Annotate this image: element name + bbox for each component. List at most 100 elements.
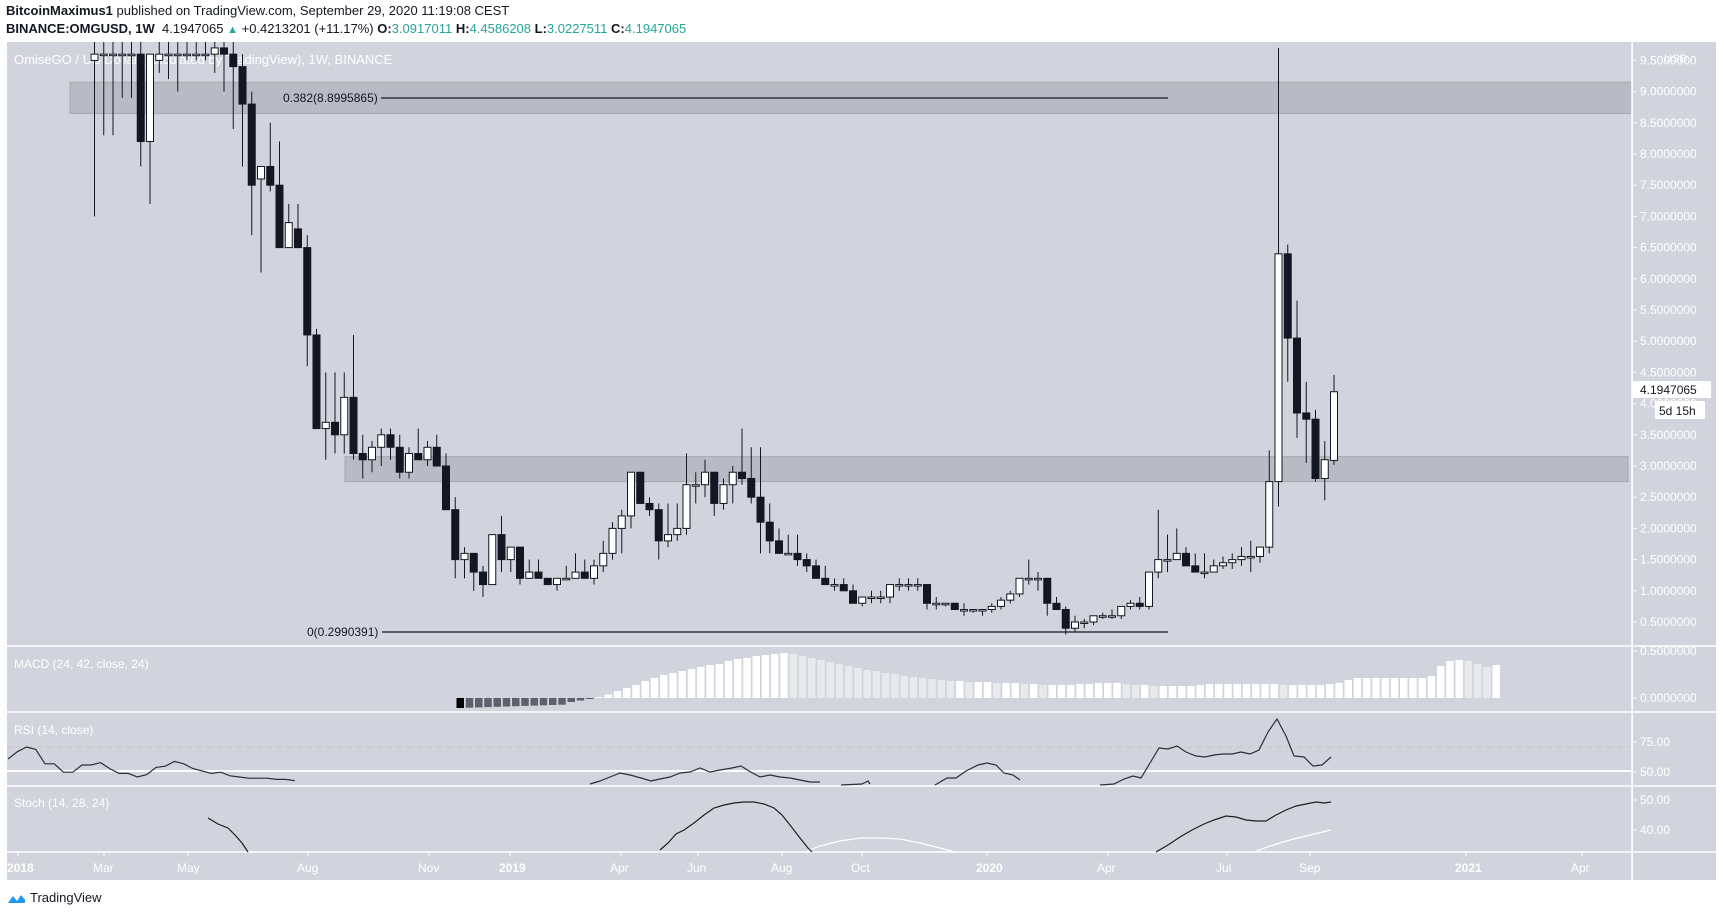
indicator-tick: 75.00 (1640, 735, 1670, 749)
time-label: 2021 (1455, 861, 1482, 875)
time-axis[interactable]: 2018 Mar May Aug Nov 2019 Apr Jun Aug Oct 2020 Apr J… (7, 852, 1590, 875)
macd-bar (974, 682, 982, 698)
candle (173, 42, 182, 92)
candle (969, 609, 978, 613)
candle (275, 141, 284, 249)
price-tick: 5.5000000 (1640, 303, 1697, 317)
candle (1191, 553, 1200, 573)
countdown-tag (1655, 401, 1705, 419)
last-price: 4.1947065 (162, 21, 224, 36)
candle (284, 203, 293, 249)
time-label: Jul (1216, 861, 1231, 875)
candle (858, 596, 867, 607)
candle (1265, 450, 1274, 554)
macd-bar (1205, 684, 1214, 698)
stoch-k-line (659, 801, 813, 853)
macd-bar (724, 661, 733, 698)
price-tick: 5.0000000 (1640, 334, 1697, 348)
candle (941, 602, 950, 607)
macd-bar (1085, 684, 1093, 698)
price-tick: 1.0000000 (1640, 584, 1697, 598)
price-tick: 7.0000000 (1640, 209, 1697, 223)
indicator-tick: 40.00 (1640, 823, 1670, 837)
candle (793, 534, 802, 566)
open-value: 3.0917011 (391, 21, 453, 36)
candle (266, 122, 275, 192)
candle (1200, 553, 1209, 579)
indicator-tick: 50.00 (1640, 765, 1670, 779)
macd-bar (1418, 678, 1426, 698)
candle (599, 540, 608, 573)
candle (719, 478, 728, 510)
candle (99, 42, 108, 136)
macd-bar (567, 698, 575, 702)
macd-bar (530, 698, 538, 706)
macd-bar (1039, 685, 1047, 698)
candle (358, 434, 367, 479)
author-name[interactable]: BitcoinMaximus1 (6, 3, 113, 18)
low-value: 3.0227511 (546, 21, 608, 36)
candle (830, 578, 839, 591)
candle (405, 447, 413, 479)
candle (710, 471, 719, 516)
time-label: Oct (851, 861, 870, 875)
macd-bar (697, 667, 705, 698)
macd-bar (678, 671, 686, 698)
time-label: Nov (418, 861, 439, 875)
macd-bar (983, 682, 992, 698)
candle (1293, 300, 1301, 438)
macd-bar (465, 698, 474, 708)
macd-bar (771, 654, 779, 698)
candle (90, 42, 99, 217)
support-zone (344, 456, 1629, 483)
candle (257, 165, 265, 273)
price-axis[interactable] (1633, 42, 1716, 880)
price-tick: 2.5000000 (1640, 490, 1697, 504)
fib-0-label: 0(0.2990391) (307, 625, 378, 639)
candle (423, 441, 432, 466)
candle (913, 578, 922, 591)
fib-retracement[interactable]: 0.382(8.8995865) 0(0.2990391) (283, 91, 1168, 639)
macd-bar (595, 697, 603, 698)
macd-bar (845, 666, 853, 698)
last-price-axis-label: 4.1947065 (1640, 383, 1697, 397)
macd-bar (826, 662, 834, 698)
macd-bar (1446, 661, 1454, 698)
candle (155, 42, 164, 73)
price-tick: 4.5000000 (1640, 365, 1697, 379)
macd-bar (808, 658, 816, 698)
candle (1154, 509, 1163, 579)
candle (1089, 615, 1098, 626)
candle (590, 559, 598, 585)
candle (950, 602, 959, 611)
candle (442, 453, 450, 511)
macd-bar (669, 673, 677, 698)
macd-bar (919, 678, 927, 698)
candle (497, 515, 506, 573)
candle (220, 42, 228, 92)
indicator-tick: 0.5000000 (1640, 644, 1697, 658)
macd-bar (1242, 684, 1251, 698)
candle (1302, 381, 1311, 463)
candle (516, 546, 524, 585)
macd-bar (549, 698, 557, 705)
candle (321, 372, 330, 460)
currency-label: USD (1664, 53, 1687, 65)
macd-bar (789, 654, 797, 698)
candle (960, 603, 968, 616)
candle (1126, 600, 1135, 610)
macd-bar (687, 669, 696, 698)
macd-histogram (456, 653, 1500, 708)
macd-bar (1094, 683, 1103, 698)
candle (1274, 47, 1283, 507)
tradingview-footer[interactable]: TradingView (6, 890, 102, 905)
up-arrow-icon: ▲ (227, 24, 238, 36)
candle (664, 503, 672, 548)
candle (1219, 556, 1227, 569)
candle (340, 372, 349, 454)
candle (1117, 605, 1126, 619)
time-label: Mar (93, 861, 114, 875)
candle (349, 334, 358, 460)
rsi-label: RSI (14, close) (14, 723, 93, 737)
